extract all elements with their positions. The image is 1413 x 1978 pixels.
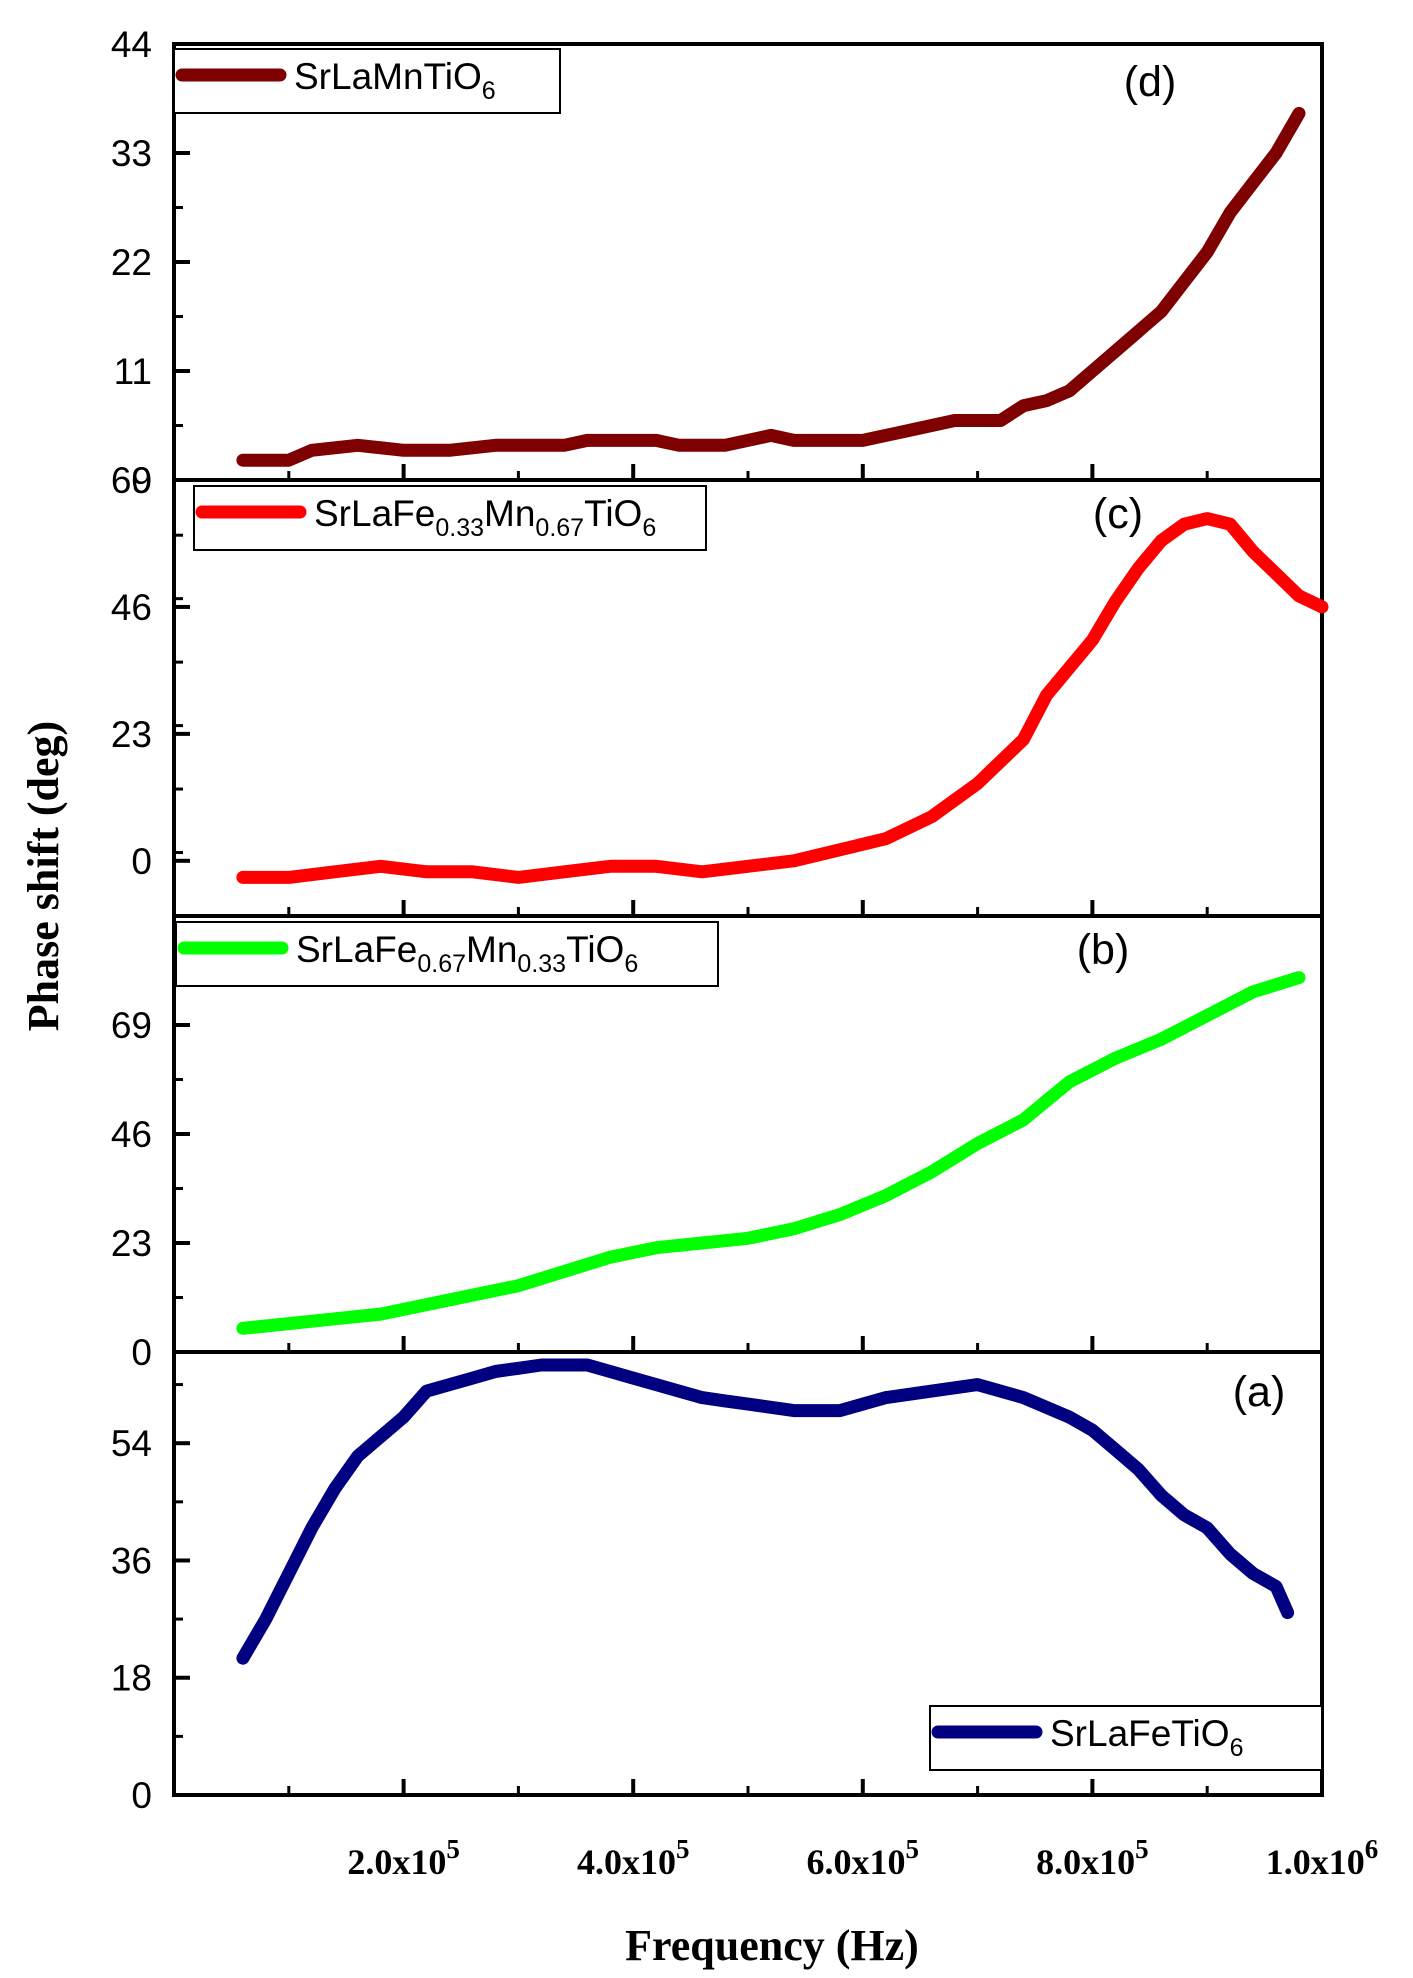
y-tick-label: 69 — [111, 1005, 152, 1046]
legend-label-subscript: 6 — [624, 950, 638, 978]
x-tick-exponent: 5 — [676, 1834, 690, 1864]
x-tick-mantissa: 8.0x10 — [1036, 1842, 1135, 1882]
panel-1: 0 23 46 69 SrLaFe0.33Mn0.67TiO6 (c) — [111, 460, 1329, 918]
x-tick-mantissa: 6.0x10 — [807, 1842, 906, 1882]
y-tick-label: 0 — [131, 460, 152, 501]
legend-label-part: Mn — [466, 929, 517, 970]
panel-tag: (b) — [1077, 926, 1130, 974]
legend: SrLaFe0.33Mn0.67TiO6 — [193, 485, 707, 551]
panel-tag: (a) — [1233, 1368, 1286, 1416]
legend-label-subscript: 0.33 — [435, 514, 484, 542]
x-tick-exponent: 5 — [1135, 1834, 1149, 1864]
series-line — [236, 106, 1306, 467]
series-line — [236, 512, 1329, 884]
y-tick-label: 36 — [111, 1540, 152, 1581]
y-tick-label: 23 — [111, 714, 152, 755]
legend-label-subscript: 6 — [1230, 1734, 1244, 1762]
y-tick-label: 11 — [114, 351, 152, 392]
series-line — [236, 971, 1306, 1335]
y-tick-label: 46 — [111, 587, 152, 628]
y-tick-label: 22 — [111, 242, 152, 283]
y-tick-label: 69 — [111, 460, 152, 501]
panel-3: 0 18 36 54 0 SrLaFeTiO6 (a) — [111, 1332, 1324, 1816]
legend-label-part: TiO — [584, 493, 642, 534]
x-axis-title: Frequency (Hz) — [625, 1921, 919, 1970]
legend-label-part: SrLaFe — [296, 929, 417, 970]
y-tick-label: 46 — [111, 1114, 152, 1155]
x-tick-exponent: 5 — [906, 1834, 920, 1864]
legend-label: SrLaFe0.33Mn0.67TiO6 — [314, 493, 656, 542]
legend: SrLaFe0.67Mn0.33TiO6 — [175, 921, 719, 987]
legend-label: SrLaFeTiO6 — [1050, 1713, 1243, 1762]
y-tick-label: 44 — [111, 24, 152, 65]
legend-label-part: TiO — [566, 929, 624, 970]
legend-label-subscript: 0.67 — [535, 514, 584, 542]
panel-tag: (c) — [1093, 490, 1143, 538]
y-top-label: 0 — [131, 1332, 152, 1373]
x-tick-label: 4.0x105 — [577, 1834, 690, 1882]
y-tick-label: 18 — [111, 1658, 152, 1699]
panel-tag: (d) — [1124, 58, 1177, 106]
x-tick-exponent: 5 — [446, 1834, 460, 1864]
x-tick-mantissa: 2.0x10 — [347, 1842, 446, 1882]
legend: SrLaFeTiO6 — [929, 1705, 1323, 1771]
y-tick-label: 0 — [131, 1775, 152, 1816]
legend-label-subscript: 0.67 — [417, 950, 466, 978]
legend-label-subscript: 6 — [642, 514, 656, 542]
x-tick-label: 6.0x105 — [807, 1834, 920, 1882]
series-line — [236, 1358, 1295, 1665]
legend-label-part: SrLaFeTiO — [1050, 1713, 1230, 1754]
x-axis: 2.0x105 4.0x105 6.0x105 8.0x105 1.0x106 — [347, 1834, 1378, 1882]
x-tick-mantissa: 1.0x10 — [1266, 1842, 1365, 1882]
y-tick-label: 23 — [111, 1223, 152, 1264]
panel-2: 23 46 69 SrLaFe0.67Mn0.33TiO6 (b) — [111, 914, 1324, 1354]
panel-0: 0 11 22 33 44 SrLaMnTiO6 (d) — [111, 24, 1324, 501]
y-axis-title: Phase shift (deg) — [19, 721, 68, 1031]
legend-label-part: SrLaFe — [314, 493, 435, 534]
legend-label-subscript: 0.33 — [517, 950, 566, 978]
legend-label-subscript: 6 — [482, 77, 496, 105]
x-tick-exponent: 6 — [1365, 1834, 1379, 1864]
x-tick-label: 8.0x105 — [1036, 1834, 1149, 1882]
x-tick-mantissa: 4.0x10 — [577, 1842, 676, 1882]
y-tick-label: 33 — [111, 133, 152, 174]
x-tick-label: 2.0x105 — [347, 1834, 460, 1882]
legend-label-part: SrLaMnTiO — [294, 56, 482, 97]
x-tick-label: 1.0x106 — [1266, 1834, 1379, 1882]
y-tick-label: 0 — [131, 841, 152, 882]
y-tick-label: 54 — [111, 1423, 152, 1464]
legend-label: SrLaMnTiO6 — [294, 56, 496, 105]
legend: SrLaMnTiO6 — [173, 48, 561, 114]
legend-label-part: Mn — [484, 493, 535, 534]
legend-label: SrLaFe0.67Mn0.33TiO6 — [296, 929, 638, 978]
